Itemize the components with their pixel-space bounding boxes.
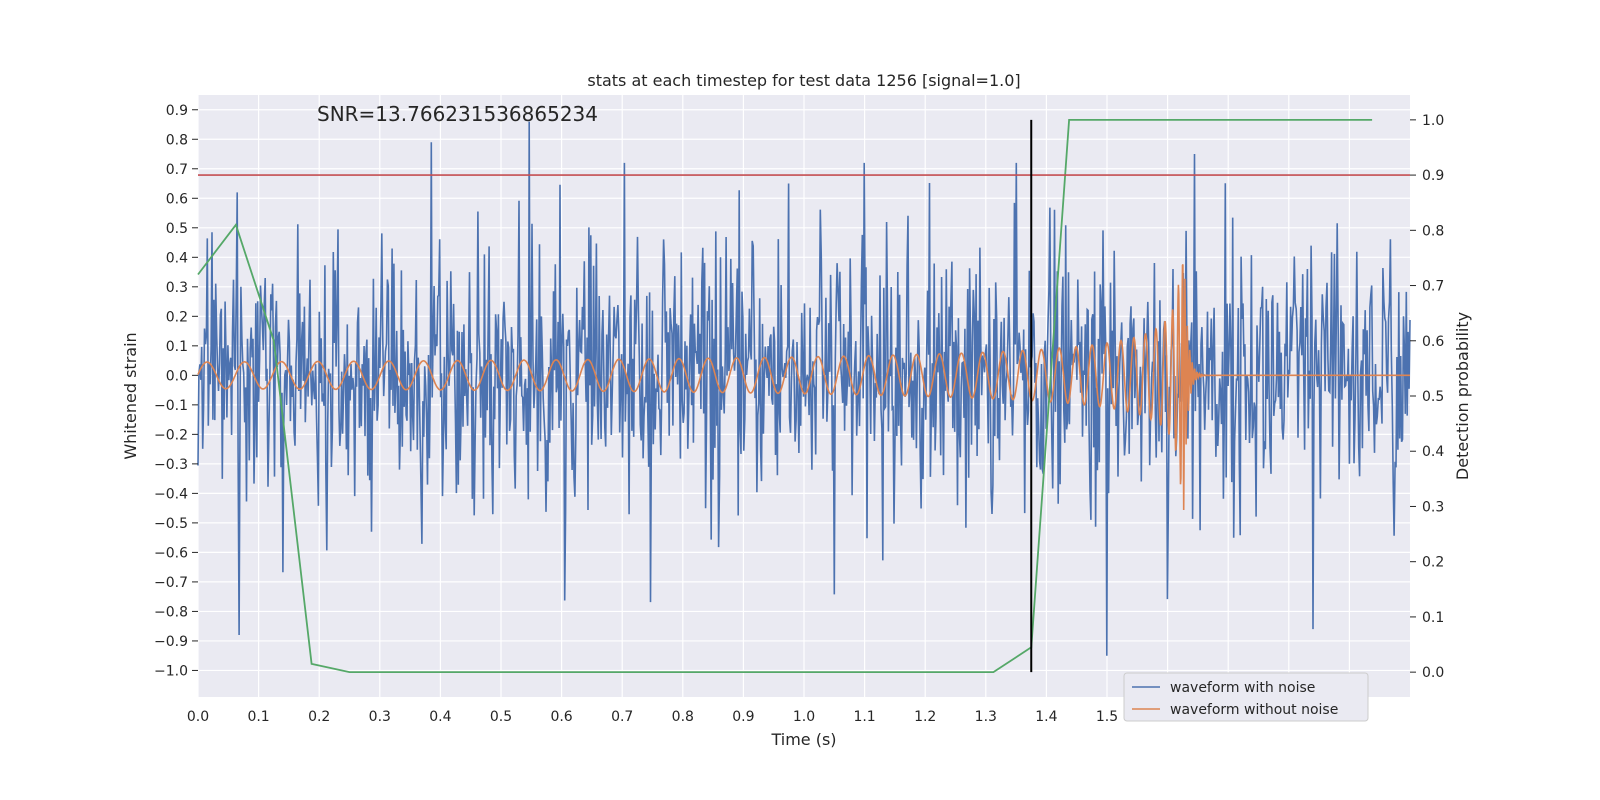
y-tick-label: 0.4 (166, 250, 188, 266)
y2-tick-label: 0.9 (1422, 168, 1444, 184)
y2-tick-label: 0.6 (1422, 334, 1444, 350)
chart-title: stats at each timestep for test data 125… (587, 71, 1020, 90)
y-tick-label: −0.9 (154, 634, 188, 650)
legend-entry-waveform-without-noise: waveform without noise (1170, 702, 1338, 718)
x-axis-label: Time (s) (770, 730, 836, 749)
y-axis-label: Whitened strain (121, 332, 140, 459)
y-tick-label: 0.8 (166, 132, 188, 148)
y2-tick-label: 0.3 (1422, 499, 1444, 515)
y2-axis-label: Detection probability (1453, 312, 1472, 480)
y-tick-label: 0.3 (166, 280, 188, 296)
x-tick-label: 0.9 (732, 709, 754, 725)
y-tick-label: −1.0 (154, 663, 188, 679)
x-tick-label: 1.2 (914, 709, 936, 725)
line-waveform-without-noise (197, 264, 1410, 511)
x-tick-label: 0.1 (247, 709, 269, 725)
y-tick-label: 0.9 (166, 103, 188, 119)
y-tick-label: 0.1 (166, 339, 188, 355)
y-tick-label: −0.7 (154, 575, 188, 591)
y-tick-label: −0.4 (154, 486, 188, 502)
series-detection-probability (197, 119, 1373, 673)
x-tick-label: 0.2 (308, 709, 330, 725)
y2-tick-label: 0.0 (1422, 665, 1444, 681)
y-tick-label: 0.7 (166, 162, 188, 178)
y-tick-label: −0.5 (154, 516, 188, 532)
x-tick-label: 0.0 (187, 709, 209, 725)
series-waveform-with-noise (197, 121, 1411, 656)
y-tick-label: 0.2 (166, 309, 188, 325)
y2-tick-label: 1.0 (1422, 113, 1444, 129)
y-tick-label: −0.1 (154, 398, 188, 414)
line-waveform-with-noise (197, 121, 1411, 656)
x-tick-label: 0.8 (672, 709, 694, 725)
y2-tick-label: 0.4 (1422, 444, 1444, 460)
x-tick-label: 1.1 (853, 709, 875, 725)
x-tick-label: 1.3 (975, 709, 997, 725)
x-tick-label: 0.5 (490, 709, 512, 725)
x-tick-label: 0.3 (369, 709, 391, 725)
legend: waveform with noise waveform without noi… (1123, 672, 1369, 722)
x-tick-label: 0.6 (550, 709, 572, 725)
line-detection-probability (197, 119, 1373, 673)
y2-tick-label: 0.1 (1422, 610, 1444, 626)
y-axis-ticks: 0.9 0.8 0.7 0.6 0.5 0.4 0.3 0.2 0.1 0.0 −0.1 −0.2 −0… (154, 103, 198, 679)
y2-tick-label: 0.7 (1422, 279, 1444, 295)
snr-annotation: SNR=13.766231536865234 (317, 102, 598, 126)
overlays (198, 119, 1410, 673)
x-tick-label: 0.7 (611, 709, 633, 725)
legend-entry-waveform-with-noise: waveform with noise (1170, 680, 1315, 696)
x-tick-label: 1.5 (1096, 709, 1118, 725)
y-tick-label: 0.0 (166, 368, 188, 384)
y2-tick-label: 0.8 (1422, 223, 1444, 239)
y2-tick-label: 0.2 (1422, 555, 1444, 571)
x-tick-label: 1.0 (793, 709, 815, 725)
y-tick-label: −0.8 (154, 604, 188, 620)
y2-tick-label: 0.5 (1422, 389, 1444, 405)
x-tick-label: 1.4 (1035, 709, 1057, 725)
legend-box (1123, 672, 1369, 722)
y-tick-label: −0.2 (154, 427, 188, 443)
y-tick-label: −0.6 (154, 545, 188, 561)
y2-axis-ticks: 1.0 0.9 0.8 0.7 0.6 0.5 0.4 0.3 0.2 0.1 0.0 (1410, 113, 1444, 681)
y-tick-label: 0.5 (166, 221, 188, 237)
x-tick-label: 0.4 (429, 709, 451, 725)
y-tick-label: −0.3 (154, 457, 188, 473)
series-waveform-without-noise (197, 264, 1410, 511)
y-tick-label: 0.6 (166, 191, 188, 207)
